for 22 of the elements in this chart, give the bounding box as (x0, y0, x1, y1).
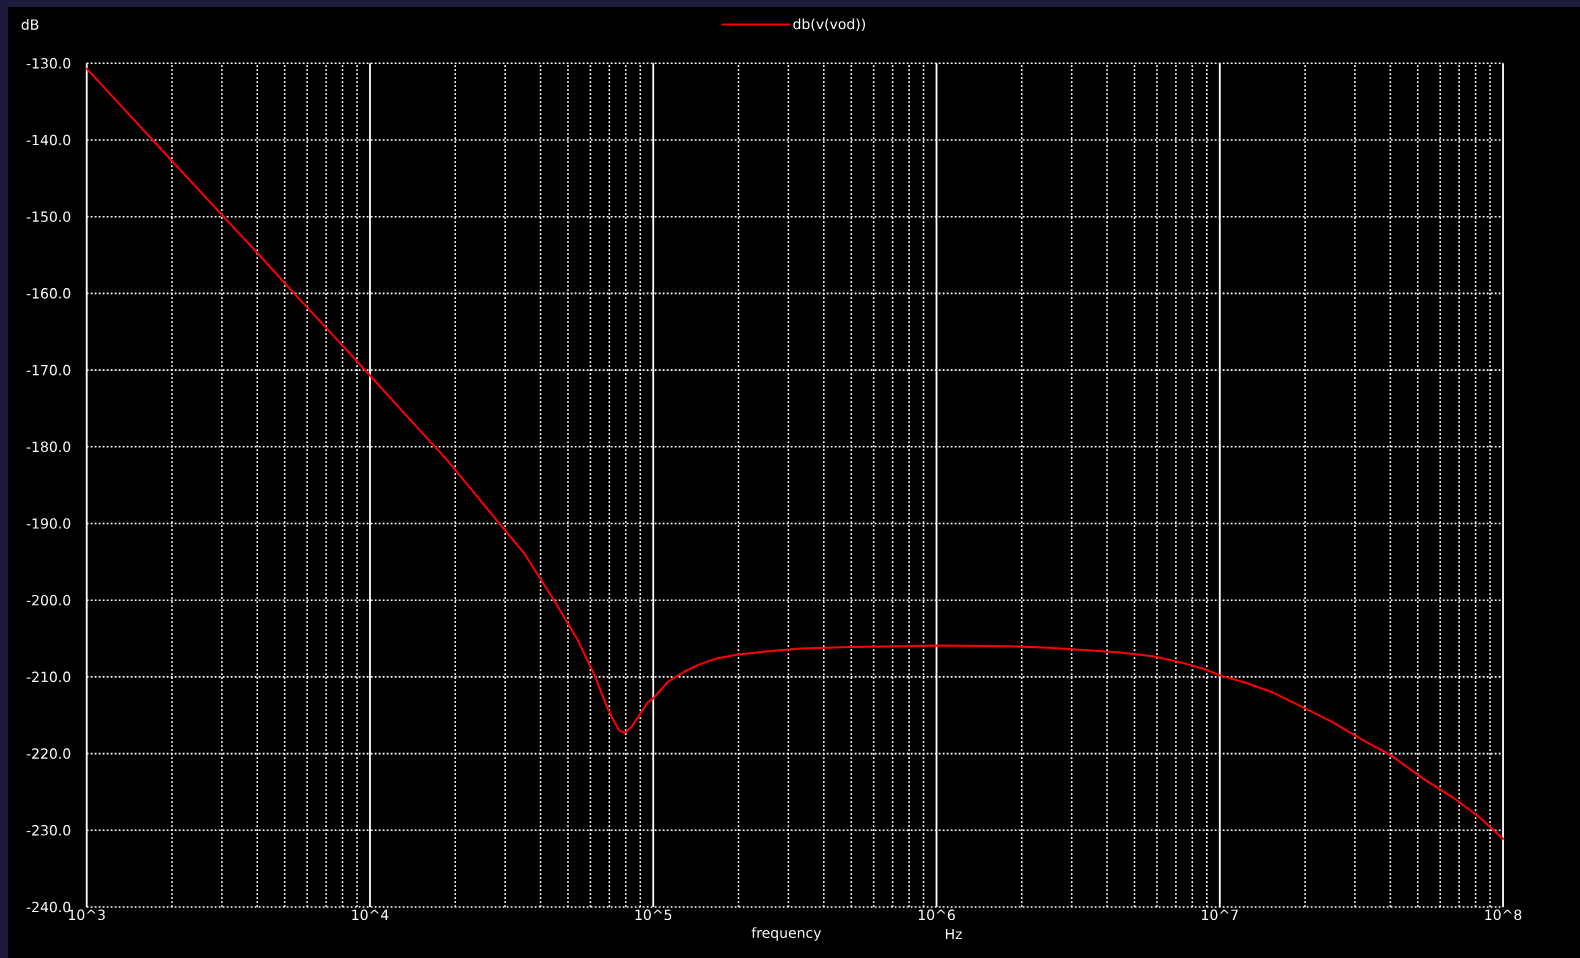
y-axis-title: dB (21, 19, 39, 30)
y-tick-label: -170.0 (26, 364, 71, 376)
y-tick-label: -130.0 (26, 57, 71, 69)
x-tick-label: 10^5 (635, 909, 672, 921)
x-tick-label: 10^7 (1202, 909, 1238, 921)
y-tick-label: -190.0 (26, 518, 71, 529)
y-tick-label: -160.0 (26, 288, 71, 299)
x-tick-label: 10^3 (69, 909, 105, 921)
legend-label: db(v(vod)) (793, 18, 866, 31)
y-tick-label: -140.0 (26, 134, 71, 146)
y-tick-label: -230.0 (26, 825, 71, 836)
y-tick-label: -200.0 (26, 594, 71, 606)
x-axis-title: frequency (751, 927, 822, 941)
y-tick-label: -150.0 (26, 211, 71, 222)
y-tick-label: -240.0 (26, 901, 71, 913)
y-tick-label: -220.0 (26, 748, 71, 759)
x-tick-label: 10^6 (918, 909, 955, 921)
text: Hz (945, 928, 962, 940)
y-tick-label: -180.0 (26, 441, 71, 453)
y-tick-label: -210.0 (26, 671, 71, 683)
x-tick-label: 10^8 (1485, 909, 1522, 921)
x-tick-label: 10^4 (352, 909, 389, 921)
